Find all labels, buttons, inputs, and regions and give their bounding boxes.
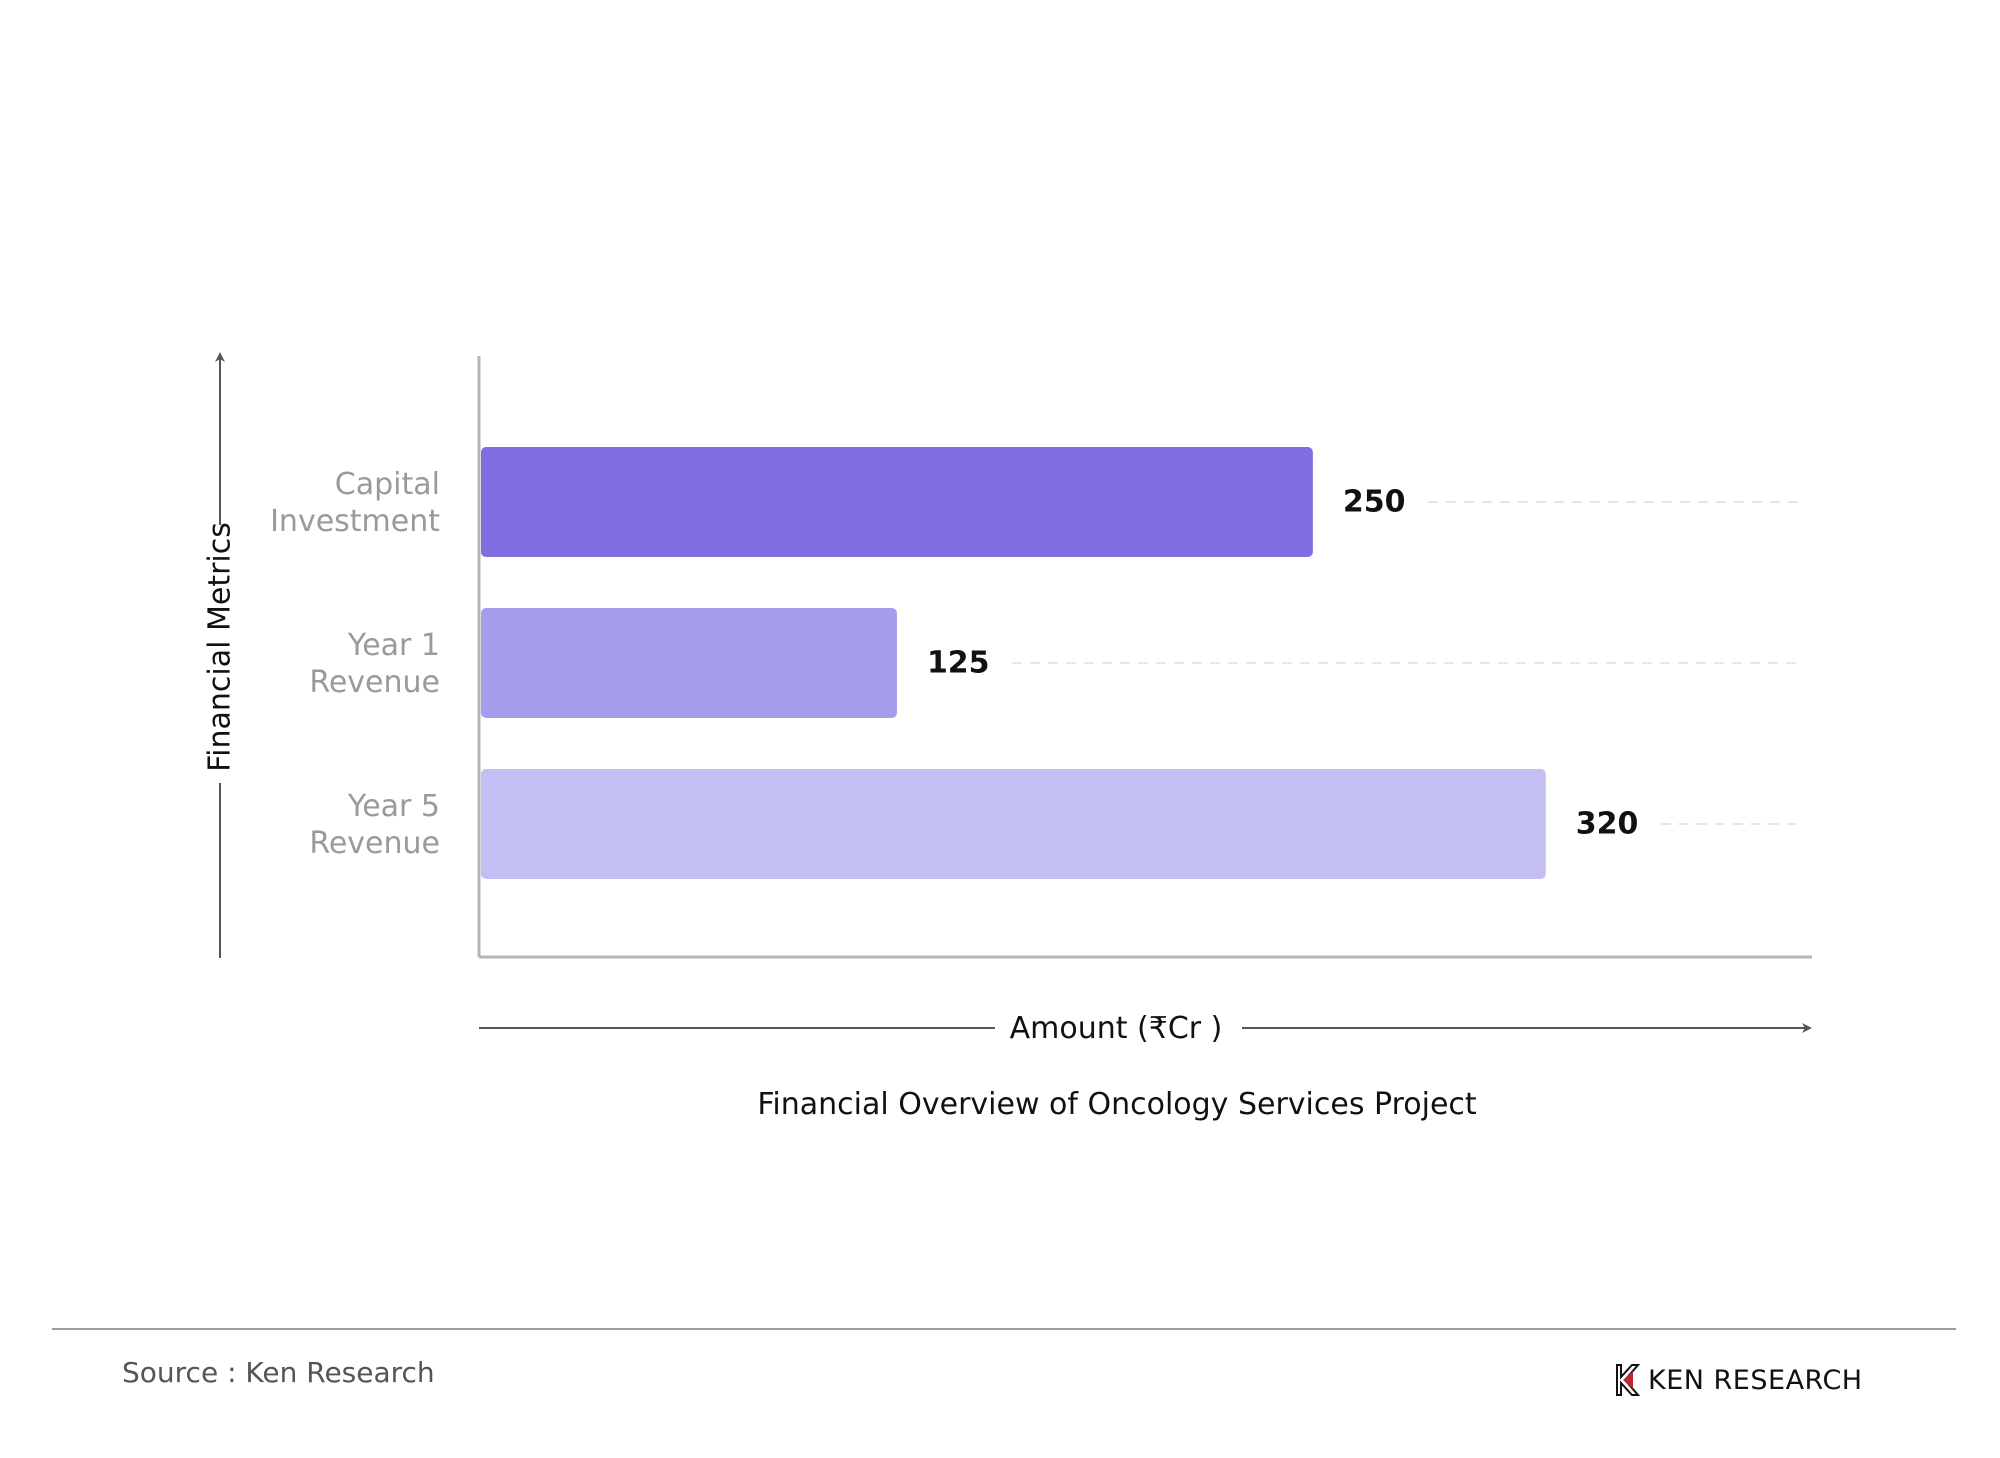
ken-research-logo: KEN RESEARCH [1614, 1362, 1863, 1398]
value-label: 125 [927, 646, 990, 681]
value-label: 250 [1343, 485, 1406, 520]
chart-title: Financial Overview of Oncology Services … [757, 1087, 1477, 1122]
category-label: Capital Investment [270, 467, 440, 539]
category-label-line: Capital [335, 467, 440, 502]
bar [481, 608, 897, 718]
category-label-line: Investment [270, 504, 440, 539]
bar [481, 769, 1546, 879]
x-axis-title: Amount (₹Cr ) [1010, 1011, 1223, 1046]
ken-research-logo-text: KEN RESEARCH [1648, 1364, 1863, 1396]
category-label-line: Revenue [309, 826, 440, 861]
category-label-line: Year 1 [347, 628, 440, 663]
category-label-line: Revenue [309, 665, 440, 700]
category-label: Year 5 Revenue [309, 789, 440, 861]
bar [481, 447, 1313, 557]
ken-research-logo-icon [1616, 1364, 1641, 1396]
source-note: Source : Ken Research [122, 1356, 435, 1389]
y-axis-title: Financial Metrics [203, 522, 238, 772]
footer-divider [52, 1328, 1956, 1330]
value-label: 320 [1576, 807, 1639, 842]
category-label: Year 1 Revenue [309, 628, 440, 700]
category-label-line: Year 5 [347, 789, 440, 824]
